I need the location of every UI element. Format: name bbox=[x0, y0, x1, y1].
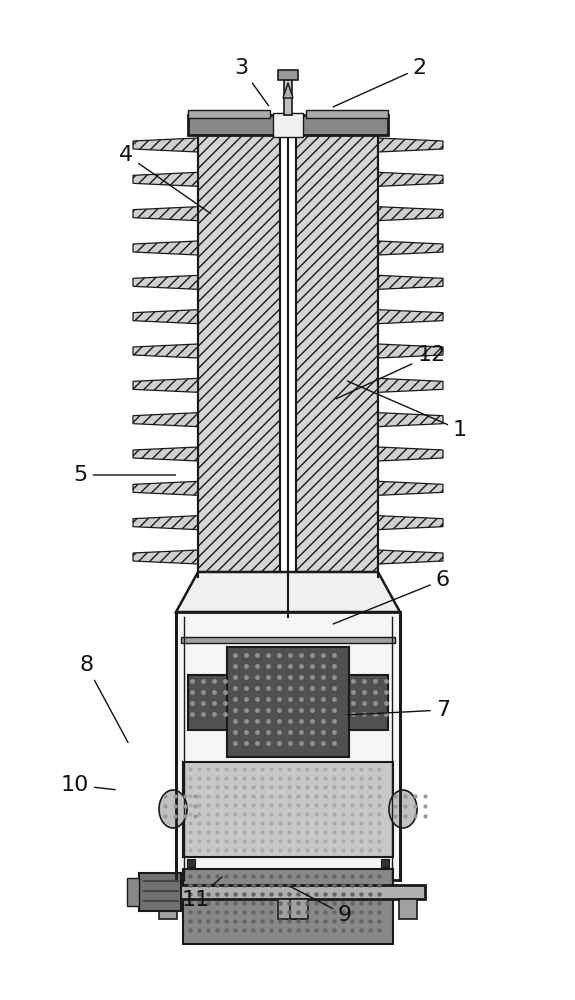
Text: 1: 1 bbox=[347, 381, 467, 440]
Polygon shape bbox=[283, 83, 293, 98]
Text: 10: 10 bbox=[60, 775, 115, 795]
Bar bbox=[296, 130, 378, 572]
Polygon shape bbox=[378, 413, 443, 427]
Polygon shape bbox=[378, 207, 443, 221]
Polygon shape bbox=[133, 516, 198, 530]
Bar bbox=[159, 899, 177, 919]
Bar bbox=[181, 637, 395, 643]
Bar bbox=[187, 859, 195, 867]
Bar bbox=[151, 885, 425, 899]
Bar bbox=[188, 115, 388, 135]
Bar bbox=[273, 113, 303, 137]
Bar bbox=[349, 674, 388, 730]
Bar bbox=[278, 899, 296, 919]
Polygon shape bbox=[378, 138, 443, 152]
Polygon shape bbox=[133, 207, 198, 221]
Bar bbox=[399, 899, 417, 919]
Polygon shape bbox=[133, 550, 198, 564]
Text: 3: 3 bbox=[235, 58, 269, 106]
Text: 11: 11 bbox=[181, 877, 222, 910]
Polygon shape bbox=[378, 481, 443, 495]
Polygon shape bbox=[133, 310, 198, 324]
Polygon shape bbox=[378, 550, 443, 564]
Text: 5: 5 bbox=[74, 465, 175, 485]
Bar bbox=[139, 873, 181, 911]
Polygon shape bbox=[133, 378, 198, 392]
Bar bbox=[127, 878, 139, 906]
Polygon shape bbox=[378, 516, 443, 530]
Text: 12: 12 bbox=[336, 345, 446, 399]
Text: 4: 4 bbox=[120, 145, 210, 213]
Polygon shape bbox=[133, 138, 198, 152]
Text: 2: 2 bbox=[333, 58, 427, 107]
Text: 6: 6 bbox=[333, 570, 450, 624]
Bar bbox=[306, 110, 388, 118]
Polygon shape bbox=[133, 481, 198, 495]
Bar bbox=[183, 762, 393, 857]
Ellipse shape bbox=[389, 790, 417, 828]
Polygon shape bbox=[378, 275, 443, 289]
Bar bbox=[290, 899, 308, 919]
Bar bbox=[198, 130, 280, 572]
Bar bbox=[284, 78, 292, 115]
Bar bbox=[278, 70, 298, 80]
Bar bbox=[381, 859, 389, 867]
Bar bbox=[227, 647, 350, 757]
Polygon shape bbox=[133, 172, 198, 186]
Polygon shape bbox=[378, 310, 443, 324]
Polygon shape bbox=[133, 344, 198, 358]
Text: 9: 9 bbox=[290, 886, 352, 925]
Polygon shape bbox=[378, 344, 443, 358]
Text: 7: 7 bbox=[348, 700, 450, 720]
Polygon shape bbox=[378, 378, 443, 392]
Polygon shape bbox=[133, 413, 198, 427]
Bar bbox=[188, 674, 227, 730]
Polygon shape bbox=[133, 275, 198, 289]
Polygon shape bbox=[378, 447, 443, 461]
Bar bbox=[176, 612, 400, 880]
Ellipse shape bbox=[159, 790, 187, 828]
Polygon shape bbox=[378, 172, 443, 186]
Polygon shape bbox=[133, 447, 198, 461]
Bar bbox=[188, 110, 270, 118]
Polygon shape bbox=[133, 241, 198, 255]
Bar bbox=[183, 869, 393, 944]
Polygon shape bbox=[378, 241, 443, 255]
Polygon shape bbox=[176, 572, 400, 612]
Text: 8: 8 bbox=[79, 655, 128, 743]
